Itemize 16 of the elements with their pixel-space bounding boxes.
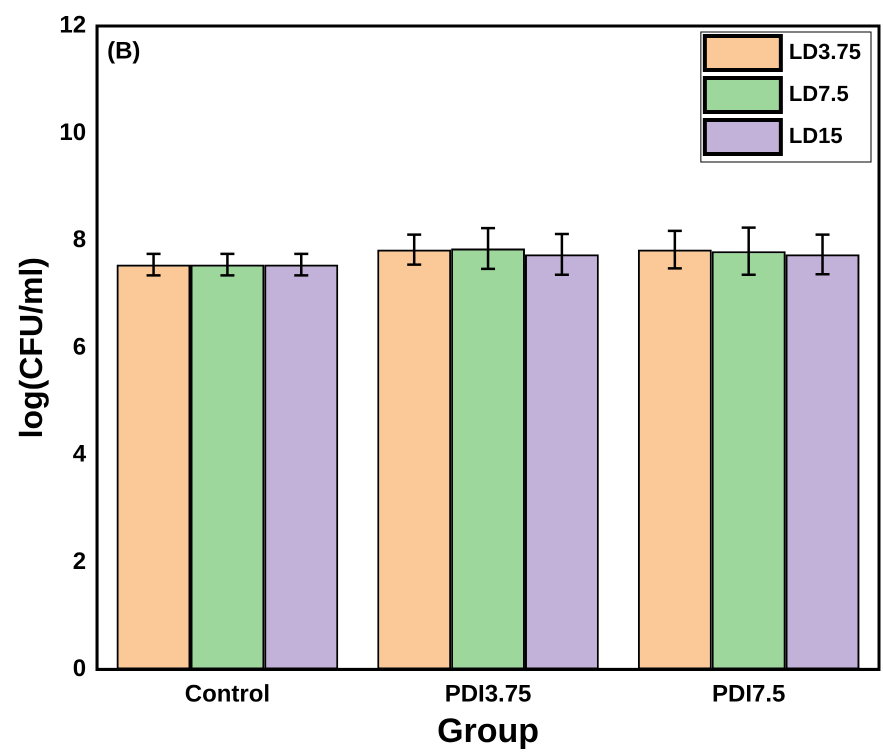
y-tick-label: 0 (72, 655, 86, 682)
y-axis-title: log(CFU/ml) (13, 257, 50, 438)
y-tick-label: 2 (72, 548, 86, 575)
legend-label: LD3.75 (788, 39, 862, 64)
y-tick-label: 8 (72, 226, 86, 254)
x-axis-title: Group (437, 712, 540, 750)
legend-label: LD15 (788, 123, 843, 148)
x-tick-label: PDI3.75 (444, 680, 532, 708)
legend-label: LD7.5 (788, 81, 849, 106)
annotation: (B) (107, 38, 140, 65)
y-tick-label: 4 (72, 440, 87, 468)
y-tick-label: 6 (72, 333, 86, 360)
y-tick-label: 12 (59, 12, 86, 39)
y-tick-label: 10 (59, 118, 86, 146)
x-tick-label: Control (184, 680, 270, 708)
x-tick-label: PDI7.5 (712, 680, 786, 708)
